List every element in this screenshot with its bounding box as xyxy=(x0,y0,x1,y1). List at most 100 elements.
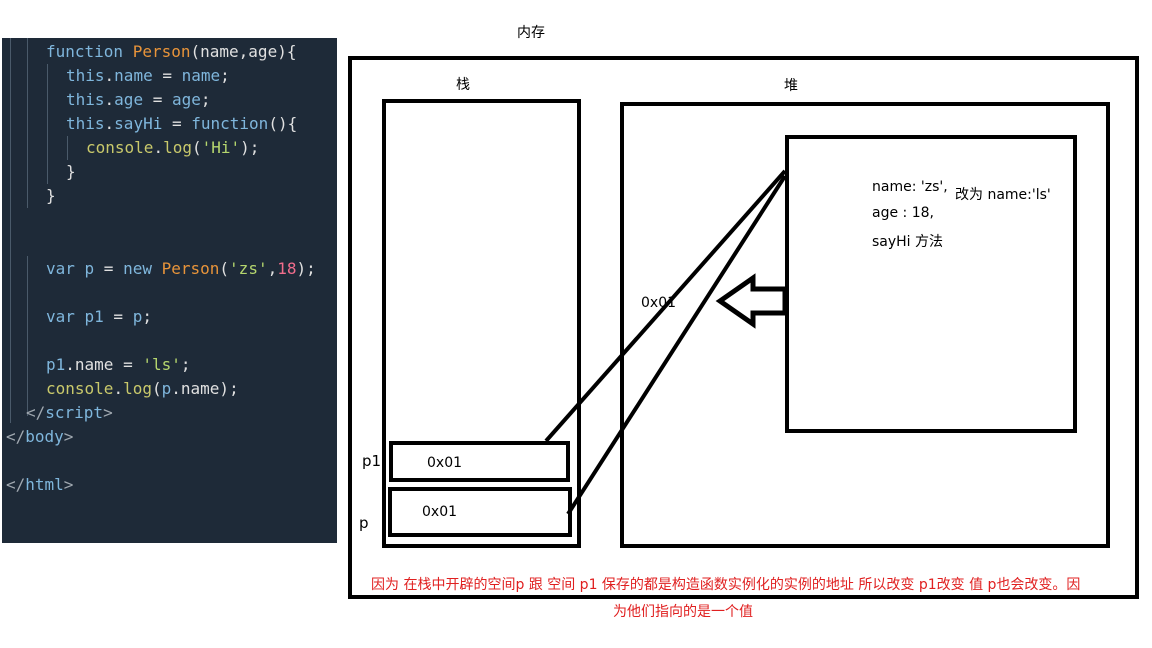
code-token: log xyxy=(123,379,152,398)
indent-guide xyxy=(47,64,48,184)
indent-guide xyxy=(67,136,68,160)
code-token: log xyxy=(163,138,192,157)
code-token: > xyxy=(103,403,113,422)
code-token: </ xyxy=(26,403,46,422)
code-token: age xyxy=(114,90,144,109)
code-token: . xyxy=(153,138,164,157)
code-token: .name = xyxy=(65,355,143,374)
code-token: ; xyxy=(220,66,230,85)
code-token: p xyxy=(161,379,172,398)
code-token: function xyxy=(46,42,133,61)
code-line: this.age = age; xyxy=(66,88,211,112)
code-token: </ xyxy=(6,475,26,494)
code-token: script xyxy=(45,403,104,422)
code-token: Person xyxy=(132,42,191,61)
code-line: console.log(p.name); xyxy=(46,377,239,401)
code-token: = xyxy=(143,90,172,109)
hollow-arrow-icon xyxy=(715,273,788,329)
code-token: . xyxy=(104,114,115,133)
code-line: var p1 = p; xyxy=(46,305,152,329)
code-line: </body> xyxy=(6,425,73,449)
code-line: } xyxy=(66,160,76,184)
object-method-prop: sayHi 方法 xyxy=(872,234,944,250)
code-token: 'zs' xyxy=(229,259,268,278)
code-token: name xyxy=(181,66,221,85)
code-token: ( xyxy=(151,379,162,398)
code-token: age xyxy=(171,90,201,109)
code-token: p1 xyxy=(84,307,104,326)
p1-value: 0x01 xyxy=(427,455,463,471)
p1-label: p1 xyxy=(362,452,382,470)
code-token: ( xyxy=(219,259,230,278)
explanation-note-line1: 因为 在栈中开辟的空间p 跟 空间 p1 保存的都是构造函数实例化的实例的地址 … xyxy=(371,577,1081,593)
code-token: html xyxy=(25,475,64,494)
code-token: this xyxy=(66,114,105,133)
code-token: new xyxy=(123,259,162,278)
heap-box xyxy=(620,102,1110,548)
code-token: Person xyxy=(161,259,220,278)
code-token: = xyxy=(103,307,133,326)
heap-title: 堆 xyxy=(784,78,798,94)
memory-title: 内存 xyxy=(517,25,545,41)
code-line: console.log('Hi'); xyxy=(86,136,259,160)
stack-slot-p1 xyxy=(389,441,570,482)
code-token: this xyxy=(66,66,105,85)
code-token: } xyxy=(46,186,56,205)
object-name-prop: name: 'zs', xyxy=(872,179,948,195)
code-token: ; xyxy=(142,307,152,326)
code-token: ( xyxy=(191,138,202,157)
p-label: p xyxy=(359,514,369,532)
stack-box xyxy=(382,99,581,548)
code-token: sayHi xyxy=(114,114,163,133)
code-token: (){ xyxy=(268,114,298,133)
code-token: function xyxy=(191,114,269,133)
code-line: this.name = name; xyxy=(66,64,230,88)
code-line: </html> xyxy=(6,473,73,497)
code-token: var xyxy=(46,259,85,278)
code-line: } xyxy=(46,184,56,208)
code-token: this xyxy=(66,90,105,109)
object-box xyxy=(785,135,1077,433)
code-token: . xyxy=(104,66,115,85)
code-token: , xyxy=(267,259,278,278)
code-token: ; xyxy=(180,355,191,374)
indent-guide xyxy=(27,256,28,416)
code-token: var xyxy=(46,307,85,326)
indent-guide xyxy=(10,38,11,423)
code-token: . xyxy=(104,90,115,109)
code-token: name xyxy=(114,66,153,85)
stack-title: 栈 xyxy=(456,77,470,93)
code-editor-panel: function Person(name,age){this.name = na… xyxy=(2,38,337,543)
code-token: p xyxy=(132,307,143,326)
code-token: } xyxy=(66,162,76,181)
code-token: = xyxy=(162,114,192,133)
code-token: > xyxy=(63,475,74,494)
code-token: body xyxy=(25,427,64,446)
explanation-note-line2: 为他们指向的是一个值 xyxy=(613,604,753,620)
code-token: ); xyxy=(240,138,260,157)
code-line: function Person(name,age){ xyxy=(46,40,296,64)
code-token: = xyxy=(94,259,124,278)
memory-box xyxy=(348,56,1139,599)
code-line: this.sayHi = function(){ xyxy=(66,112,297,136)
code-token: . xyxy=(113,379,124,398)
code-line: var p = new Person('zs',18); xyxy=(46,257,316,281)
pointer-line-p xyxy=(566,174,787,516)
code-token: = xyxy=(152,66,182,85)
indent-guide xyxy=(27,38,28,208)
code-token: .name); xyxy=(171,379,239,398)
code-token: </ xyxy=(6,427,26,446)
code-token: p xyxy=(84,259,95,278)
code-token: 18 xyxy=(277,259,297,278)
pointer-line-p1 xyxy=(544,169,787,443)
p-value: 0x01 xyxy=(422,504,458,520)
code-token: (name,age){ xyxy=(190,42,297,61)
code-token: 'ls' xyxy=(142,355,181,374)
code-line: p1.name = 'ls'; xyxy=(46,353,191,377)
object-name-change: 改为 name:'ls' xyxy=(955,187,1051,203)
object-age-prop: age : 18, xyxy=(872,205,934,221)
code-token: ; xyxy=(200,90,211,109)
code-line: </script> xyxy=(26,401,113,425)
code-token: console xyxy=(86,138,154,157)
